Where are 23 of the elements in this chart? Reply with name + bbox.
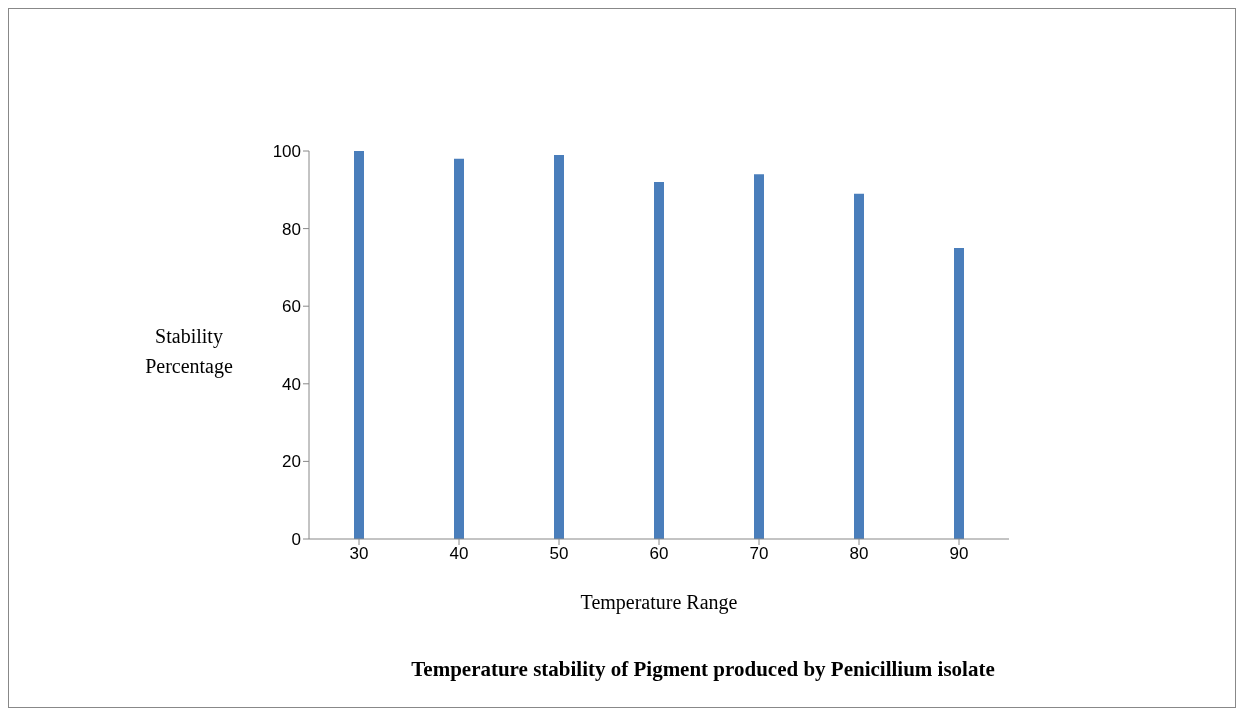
x-tick-label: 30 [349, 544, 369, 564]
y-tick-label: 0 [291, 530, 301, 550]
bar [554, 154, 564, 539]
x-tick-label: 70 [749, 544, 769, 564]
text: Temperature stability of Pigment produced by Penicillium isolate [410, 657, 996, 682]
y-tick-label: 40 [282, 374, 301, 394]
x-axis-title: Temperature Range [580, 591, 738, 614]
bar [454, 158, 464, 539]
bar [854, 193, 864, 539]
x-tick-label: 40 [449, 544, 469, 564]
y-tick-label: 60 [282, 297, 301, 317]
bar [754, 174, 764, 539]
x-tick-label: 60 [649, 544, 669, 564]
y-tick-label: 80 [282, 219, 301, 239]
x-tick-label: 90 [949, 544, 969, 564]
bar [654, 182, 664, 539]
bar [954, 248, 964, 539]
x-tick-label: 50 [549, 544, 569, 564]
y-tick-label: 100 [272, 142, 301, 162]
y-tick-label: 20 [282, 452, 301, 472]
bar [354, 151, 364, 539]
y-axis-title: Stability Percentage [144, 324, 234, 380]
x-tick-label: 80 [849, 544, 869, 564]
